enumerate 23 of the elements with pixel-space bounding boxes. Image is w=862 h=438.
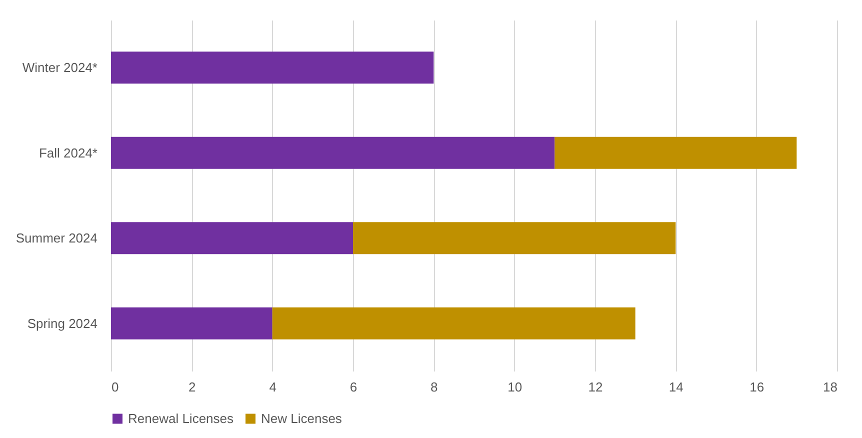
x-tick-label: 8 xyxy=(430,380,438,394)
legend-label: Renewal Licenses xyxy=(128,410,234,426)
y-tick-label: Summer 2024 xyxy=(16,230,98,246)
x-tick-label: 0 xyxy=(112,380,119,394)
legend-label: New Licenses xyxy=(261,410,342,426)
bar xyxy=(111,52,434,84)
bar xyxy=(111,307,272,340)
y-tick-label: Winter 2024* xyxy=(22,60,98,76)
y-tick-label: Fall 2024* xyxy=(38,145,98,160)
x-tick-label: 4 xyxy=(269,380,276,394)
bar xyxy=(111,136,555,169)
bar xyxy=(554,136,797,169)
x-tick-label: 10 xyxy=(508,380,522,394)
y-tick-label: Spring 2024 xyxy=(27,316,98,331)
x-tick-label: 12 xyxy=(588,380,603,394)
x-tick-label: 18 xyxy=(823,380,838,394)
bar xyxy=(111,222,353,254)
bar xyxy=(272,307,636,340)
x-tick-label: 2 xyxy=(188,380,196,394)
x-tick-label: 14 xyxy=(668,380,684,394)
x-tick-label: 16 xyxy=(750,380,764,394)
x-tick-label: 6 xyxy=(350,380,358,394)
bar xyxy=(353,222,676,254)
